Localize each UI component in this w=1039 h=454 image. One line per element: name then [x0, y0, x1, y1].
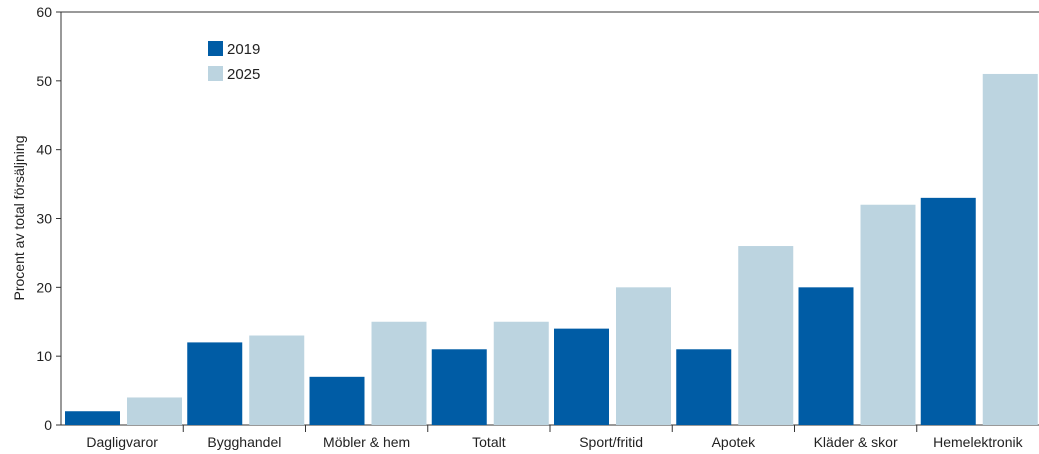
x-tick-label: Sport/fritid [579, 434, 643, 450]
y-tick-label: 50 [36, 73, 52, 89]
bar-2025-5 [616, 287, 671, 425]
legend-swatch-2019 [208, 41, 223, 56]
x-tick-label: Bygghandel [207, 434, 281, 450]
legend: 2019 2025 [208, 41, 260, 83]
bar-2019-1 [65, 411, 120, 425]
bar-2019-7 [798, 287, 854, 425]
x-tick-label: Hemelektronik [933, 434, 1023, 450]
bar-2025-7 [860, 204, 916, 425]
y-tick-label: 60 [36, 4, 52, 20]
x-tick-label: Kläder & skor [814, 434, 898, 450]
legend-label-2025: 2025 [227, 66, 260, 83]
x-tick-label: Apotek [712, 434, 757, 450]
legend-label-2019: 2019 [227, 41, 260, 58]
y-axis-label: Procent av total försäljning [11, 136, 27, 301]
bar-2019-3 [309, 376, 365, 425]
bar-2025-2 [249, 335, 305, 425]
bar-2019-8 [920, 197, 976, 425]
bar-2025-6 [738, 246, 794, 425]
bar-2025-4 [493, 321, 549, 425]
y-tick-label: 30 [36, 211, 52, 227]
x-tick-label: Totalt [472, 434, 506, 450]
bar-2019-6 [676, 349, 732, 425]
bar-2025-1 [127, 397, 182, 425]
bar-2025-8 [982, 73, 1038, 425]
y-tick-label: 0 [44, 417, 52, 433]
bar-2019-2 [187, 342, 243, 425]
legend-swatch-2025 [208, 66, 223, 81]
y-tick-label: 20 [36, 279, 52, 295]
bar-2019-4 [431, 349, 487, 425]
y-tick-label: 40 [36, 142, 52, 158]
bar-2019-5 [554, 328, 609, 425]
x-tick-label: Möbler & hem [323, 434, 410, 450]
x-axis: Dagligvaror Bygghandel Möbler & hem Totalt S… [86, 425, 1024, 450]
bars [65, 73, 1038, 425]
y-axis-title: Procent av total försäljning [11, 136, 27, 301]
y-axis: 0 10 20 30 40 50 60 [36, 4, 61, 433]
y-tick-label: 10 [36, 348, 52, 364]
bar-2025-3 [371, 321, 427, 425]
x-tick-label: Dagligvaror [86, 434, 158, 450]
